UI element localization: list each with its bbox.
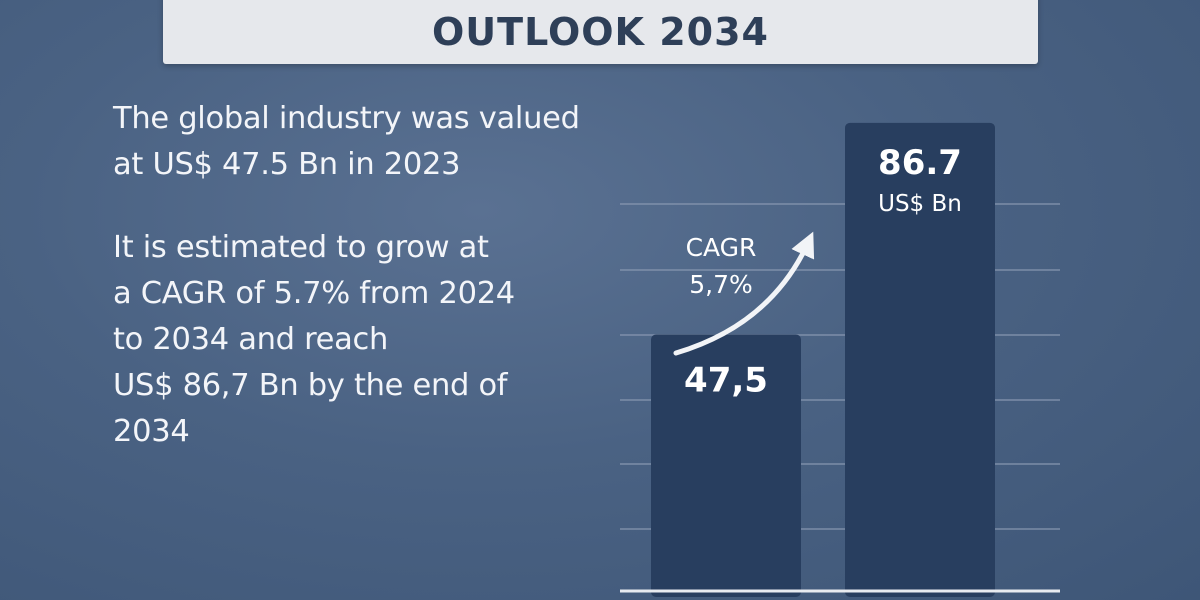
- summary-line: US$ 86,7 Bn by the end of: [113, 368, 508, 403]
- summary-line: at US$ 47.5 Bn in 2023: [113, 147, 461, 182]
- summary-line: a CAGR of 5.7% from 2024: [113, 276, 515, 311]
- bar-value-label: 86.7: [878, 143, 962, 183]
- bar-unit-label: US$ Bn: [878, 191, 962, 217]
- bar-value-label: 47,5: [684, 361, 768, 401]
- page-title: OUTLOOK 2034: [432, 10, 769, 54]
- bars: 47,5 86.7 US$ Bn: [651, 122, 995, 597]
- bar-1: [845, 122, 995, 597]
- bar-0: [651, 334, 801, 597]
- summary-paragraph-2: It is estimated to grow at a CAGR of 5.7…: [113, 225, 515, 455]
- title-banner: OUTLOOK 2034: [163, 0, 1038, 64]
- summary-line: 2034: [113, 414, 190, 449]
- growth-arrow-icon: [673, 231, 815, 356]
- summary-line: It is estimated to grow at: [113, 230, 489, 265]
- summary-paragraph-1: The global industry was valued at US$ 47…: [113, 96, 580, 188]
- summary-line: to 2034 and reach: [113, 322, 389, 357]
- cagr-label: CAGR: [686, 233, 757, 262]
- cagr-value: 5,7%: [689, 270, 753, 299]
- summary-line: The global industry was valued: [113, 101, 580, 136]
